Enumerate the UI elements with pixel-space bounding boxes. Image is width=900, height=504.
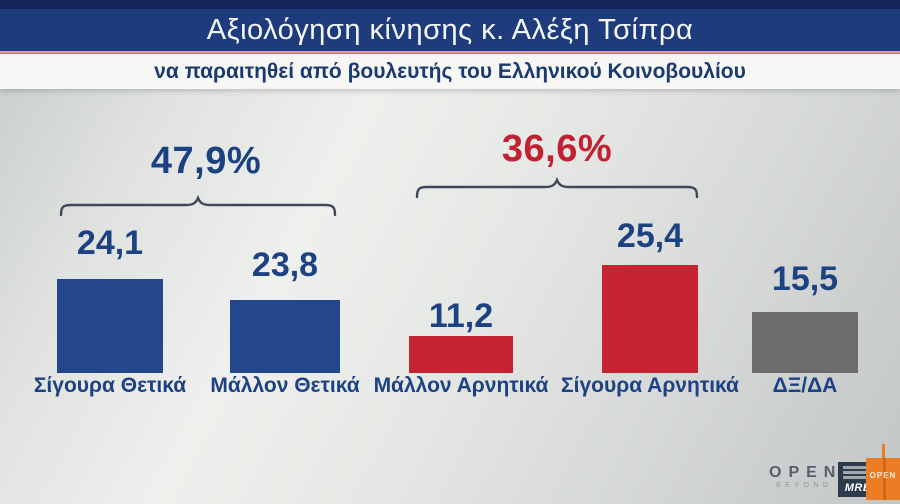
open-logo-tagline: BEYOND <box>775 482 833 489</box>
mrb-logo-text: MRB <box>844 482 872 494</box>
channel-badge-text: OPEN <box>869 471 897 480</box>
subtitle-band: να παραιτηθεί από βουλευτής του Ελληνικο… <box>0 54 900 89</box>
category-label: Σίγουρα Αρνητικά <box>561 374 739 397</box>
open-channel-badge: OPEN <box>866 458 900 500</box>
mrb-stripe <box>843 476 873 479</box>
category-label: Μάλλον Θετικά <box>210 374 360 397</box>
negative-group-brace <box>415 177 699 199</box>
channel-badge-stripe <box>883 458 886 500</box>
mrb-stripe <box>843 466 873 469</box>
bar-value: 25,4 <box>616 217 684 255</box>
bar-value: 11,2 <box>428 297 494 335</box>
category-label: ΔΞ/ΔΑ <box>772 374 838 397</box>
channel-badge-antenna <box>882 444 885 458</box>
negative-group-total: 36,6% <box>501 128 613 170</box>
category-label: Μάλλον Αρνητικά <box>373 374 549 397</box>
bar-value: 23,8 <box>251 246 319 284</box>
mrb-stripe <box>843 471 873 474</box>
bar-sigoura-arnitika <box>602 265 698 373</box>
positive-group-brace <box>59 195 337 217</box>
title-band: Αξιολόγηση κίνησης κ. Αλέξη Τσίπρα <box>0 9 900 51</box>
bar-value: 15,5 <box>771 260 839 298</box>
page-subtitle: να παραιτηθεί από βουλευτής του Ελληνικο… <box>154 60 746 83</box>
open-logo-text: OPEN <box>769 464 843 481</box>
positive-group-total: 47,9% <box>150 140 262 182</box>
open-beyond-logo: OPEN BEYOND <box>762 464 842 490</box>
bar-dx-da <box>752 312 858 373</box>
accent-divider <box>0 51 900 54</box>
category-label: Σίγουρα Θετικά <box>33 374 187 397</box>
bar-value: 24,1 <box>76 224 144 262</box>
header-top-strip <box>0 0 900 9</box>
bar-mallon-thetika <box>230 300 340 373</box>
bar-mallon-arnitika <box>409 336 513 373</box>
page-title: Αξιολόγηση κίνησης κ. Αλέξη Τσίπρα <box>206 14 694 46</box>
bar-sigoura-thetika <box>57 279 163 373</box>
